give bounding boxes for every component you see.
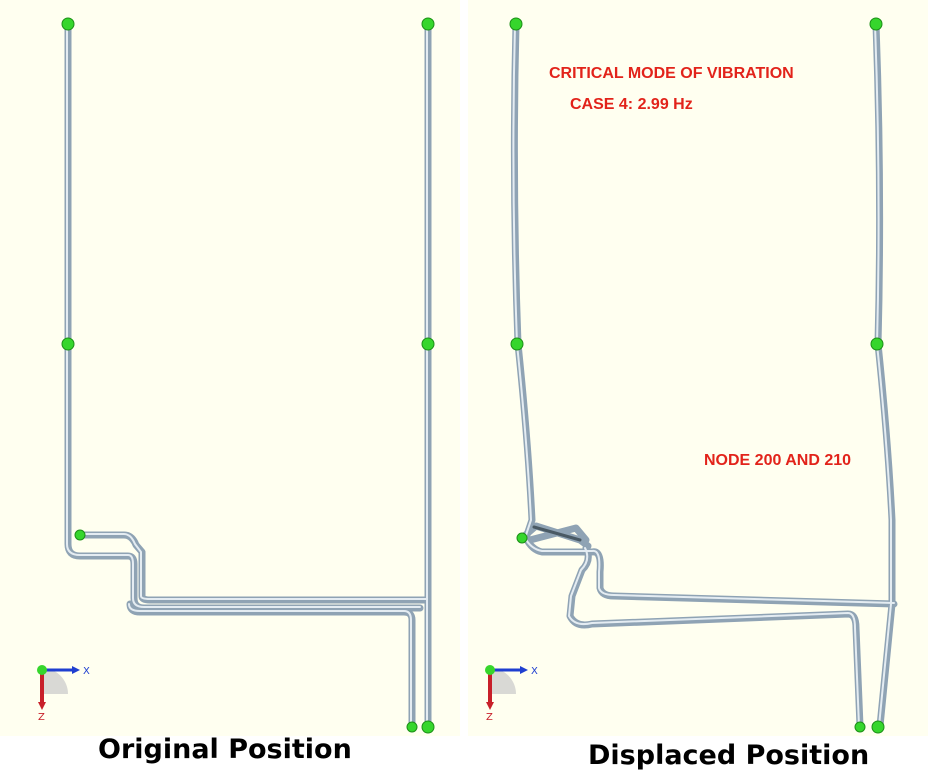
axis-triad-icon: X Z (37, 665, 90, 723)
axis-z-label: Z (38, 712, 45, 723)
node-marker (509, 17, 523, 31)
annotation-nodes: NODE 200 AND 210 (704, 452, 852, 469)
node-marker (61, 337, 75, 351)
axis-x-label: X (531, 666, 538, 677)
pipe-runs-displaced (510, 20, 898, 730)
restraint-nodes-original (61, 17, 435, 734)
node-marker (510, 337, 524, 351)
node-marker (870, 337, 884, 351)
restraint-nodes-displaced (509, 17, 885, 734)
node-marker (421, 17, 435, 31)
caption-displaced-position: Displaced Position (588, 740, 870, 771)
original-pipe-model: X Z (37, 17, 435, 734)
displaced-position-panel: X Z CRITICAL MODE OF VIBRATION CASE 4: 2… (468, 0, 928, 736)
caption-original-position: Original Position (98, 734, 352, 765)
node-marker (516, 532, 528, 544)
pipe-runs-original (64, 20, 432, 730)
annotation-mode-case: CASE 4: 2.99 Hz (570, 96, 693, 113)
node-marker (406, 721, 418, 733)
node-marker (871, 720, 885, 734)
original-position-panel: X Z (0, 0, 460, 736)
annotation-title: CRITICAL MODE OF VIBRATION (549, 65, 794, 82)
node-marker (421, 720, 435, 734)
node-marker (74, 529, 86, 541)
axis-x-label: X (83, 666, 90, 677)
node-marker (854, 721, 866, 733)
node-marker (869, 17, 883, 31)
node-marker (421, 337, 435, 351)
axis-z-label: Z (486, 712, 493, 723)
displaced-pipe-model: X Z (485, 17, 898, 734)
axis-triad-icon: X Z (485, 665, 538, 723)
node-marker (61, 17, 75, 31)
